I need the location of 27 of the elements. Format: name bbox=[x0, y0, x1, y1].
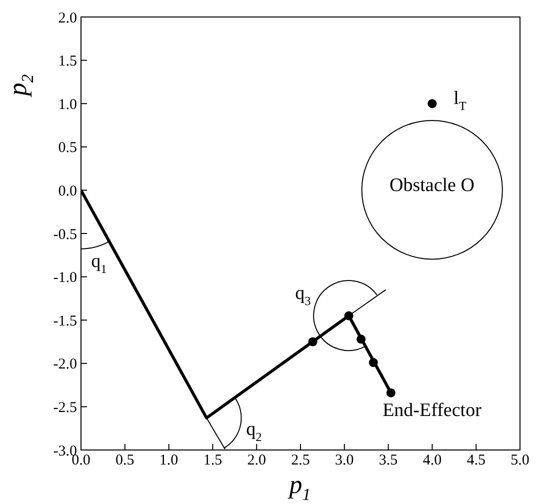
annotation: Obstacle O bbox=[390, 175, 474, 196]
y-tick-label: 0.0 bbox=[58, 184, 77, 200]
x-tick-label: 1.5 bbox=[203, 452, 222, 469]
y-tick-label: -1.5 bbox=[53, 313, 77, 330]
annotation: l$_{T}$ bbox=[454, 88, 467, 113]
y-tick-label: -2.0 bbox=[53, 356, 77, 373]
x-tick-label: 2.5 bbox=[291, 452, 310, 469]
x-tick-label: 0.5 bbox=[116, 452, 134, 469]
annotation: q$_{3}$ bbox=[295, 283, 311, 308]
x-tick-label: 1.0 bbox=[159, 452, 178, 469]
x-axis-title: p$_{1}$ bbox=[287, 470, 311, 504]
y-tick-label: 2.0 bbox=[58, 10, 77, 26]
annotation: q$_{1}$ bbox=[91, 251, 107, 276]
x-tick-label: 2.0 bbox=[247, 452, 266, 469]
y-tick-label: -2.5 bbox=[53, 400, 77, 416]
y-tick-label: -0.5 bbox=[53, 226, 77, 243]
x-tick-label: 4.5 bbox=[466, 452, 486, 469]
x-tick-label: 3.0 bbox=[335, 452, 354, 469]
y-tick-label: 0.5 bbox=[58, 140, 77, 156]
annotation: End-Effector bbox=[382, 400, 482, 422]
x-tick-label: 3.5 bbox=[378, 452, 398, 469]
x-tick-label: 5.0 bbox=[510, 452, 530, 469]
y-tick-label: 1.0 bbox=[58, 96, 77, 113]
y-tick-label: -1.0 bbox=[53, 270, 77, 286]
x-tick-label: 4.0 bbox=[422, 452, 442, 469]
y-tick-label: 1.5 bbox=[58, 54, 77, 70]
annotation: q$_{2}$ bbox=[246, 419, 262, 444]
